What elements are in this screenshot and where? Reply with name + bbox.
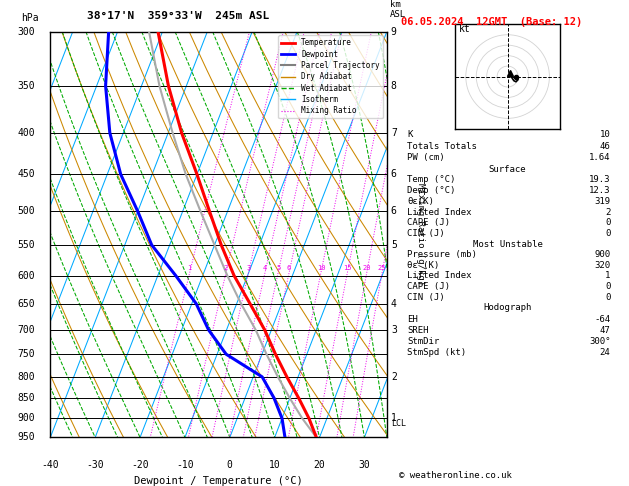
Text: 400: 400 [18,128,35,138]
Text: Most Unstable: Most Unstable [472,240,543,249]
Text: 750: 750 [18,349,35,359]
Text: 900: 900 [594,250,611,260]
Text: 650: 650 [18,299,35,309]
Text: Pressure (mb): Pressure (mb) [407,250,477,260]
Text: Surface: Surface [489,165,526,174]
Text: 25: 25 [378,265,386,271]
Text: PW (cm): PW (cm) [407,154,445,162]
Text: 0: 0 [605,293,611,301]
Text: 8: 8 [391,81,397,91]
Text: 4: 4 [263,265,267,271]
Text: 0: 0 [605,219,611,227]
Text: 3: 3 [391,325,397,335]
Text: 06.05.2024  12GMT  (Base: 12): 06.05.2024 12GMT (Base: 12) [401,17,582,27]
Text: CIN (J): CIN (J) [407,229,445,238]
Text: CAPE (J): CAPE (J) [407,219,450,227]
Text: 15: 15 [343,265,352,271]
Text: km
ASL: km ASL [390,0,406,19]
Text: 20: 20 [362,265,371,271]
Text: EH: EH [407,314,418,324]
Text: 5: 5 [391,240,397,250]
Text: 500: 500 [18,207,35,216]
Text: 1: 1 [391,414,397,423]
Text: CAPE (J): CAPE (J) [407,282,450,291]
Text: -20: -20 [131,460,149,470]
Text: 47: 47 [599,326,611,335]
Text: 7: 7 [391,128,397,138]
Text: 850: 850 [18,393,35,403]
Text: Totals Totals: Totals Totals [407,142,477,151]
Text: CIN (J): CIN (J) [407,293,445,301]
Text: -10: -10 [176,460,194,470]
Text: 10: 10 [269,460,281,470]
Text: 0: 0 [227,460,233,470]
Text: kt: kt [459,24,470,34]
Text: 20: 20 [314,460,325,470]
Text: Mixing Ratio (g/kg): Mixing Ratio (g/kg) [416,183,425,286]
Text: 12.3: 12.3 [589,186,611,195]
Text: 19.3: 19.3 [589,175,611,184]
Text: 900: 900 [18,414,35,423]
Text: 6: 6 [287,265,291,271]
Text: 24: 24 [599,348,611,357]
Text: 1: 1 [187,265,192,271]
Text: 9: 9 [391,27,397,36]
Text: 800: 800 [18,372,35,382]
Text: 550: 550 [18,240,35,250]
Text: hPa: hPa [21,14,39,23]
Text: K: K [407,130,412,139]
Text: 38°17'N  359°33'W  245m ASL: 38°17'N 359°33'W 245m ASL [87,12,269,21]
Text: 2: 2 [391,372,397,382]
Text: SREH: SREH [407,326,428,335]
Text: Temp (°C): Temp (°C) [407,175,455,184]
Text: 450: 450 [18,169,35,179]
Text: Hodograph: Hodograph [484,303,532,312]
Text: 300°: 300° [589,337,611,346]
Text: Lifted Index: Lifted Index [407,272,471,280]
Text: 3: 3 [247,265,250,271]
Text: 600: 600 [18,271,35,280]
Text: © weatheronline.co.uk: © weatheronline.co.uk [399,471,512,480]
Text: 350: 350 [18,81,35,91]
Text: 6: 6 [391,207,397,216]
Text: LCL: LCL [391,418,406,428]
Text: 2: 2 [605,208,611,217]
Text: 46: 46 [599,142,611,151]
Text: Dewpoint / Temperature (°C): Dewpoint / Temperature (°C) [134,476,303,486]
Text: 320: 320 [594,261,611,270]
Text: 10: 10 [599,130,611,139]
Text: 4: 4 [391,299,397,309]
Text: Lifted Index: Lifted Index [407,208,471,217]
Text: -40: -40 [42,460,59,470]
Text: Dewp (°C): Dewp (°C) [407,186,455,195]
Text: 1.64: 1.64 [589,154,611,162]
Text: 319: 319 [594,197,611,206]
Text: θε(K): θε(K) [407,197,434,206]
Text: 6: 6 [391,169,397,179]
Text: 10: 10 [316,265,325,271]
Text: 2: 2 [224,265,228,271]
Text: θε (K): θε (K) [407,261,439,270]
Text: 950: 950 [18,433,35,442]
Text: 5: 5 [276,265,281,271]
Text: 0: 0 [605,229,611,238]
Text: 0: 0 [605,282,611,291]
Text: 300: 300 [18,27,35,36]
Text: StmDir: StmDir [407,337,439,346]
Text: -30: -30 [86,460,104,470]
Text: 30: 30 [359,460,370,470]
Text: StmSpd (kt): StmSpd (kt) [407,348,466,357]
Text: -64: -64 [594,314,611,324]
Text: 1: 1 [605,272,611,280]
Legend: Temperature, Dewpoint, Parcel Trajectory, Dry Adiabat, Wet Adiabat, Isotherm, Mi: Temperature, Dewpoint, Parcel Trajectory… [279,35,383,118]
Text: 700: 700 [18,325,35,335]
